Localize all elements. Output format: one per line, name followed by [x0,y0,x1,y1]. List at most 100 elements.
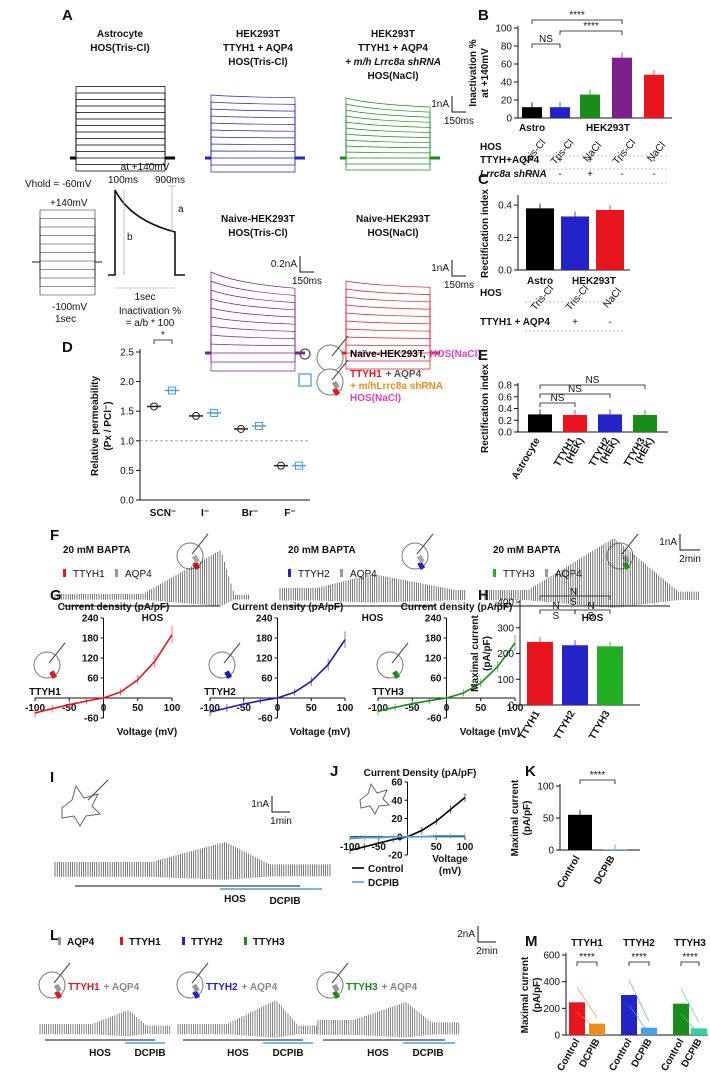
significance-label: S [553,611,560,622]
current-trace [205,157,305,166]
y-tick-label: 100 [495,24,512,35]
scale-current: 1nA [251,799,269,810]
table-cell: Tris-Cl [564,284,591,313]
current-trace [340,312,440,354]
plot-title: Current density (pA/pF) [58,602,170,613]
x-tick-label: 50 [431,842,443,853]
x-axis-label: Voltage (mV) [290,727,350,738]
x-axis-label: Voltage [432,854,468,865]
label-part: + m/hLrrc8a shRNA [350,381,443,392]
significance-label: * [161,330,165,341]
label-part: Naïve-HEK293T, [350,349,426,360]
current-trace [39,1010,171,1037]
bar [528,414,552,432]
y-axis-label: Maximal current [520,956,531,1033]
scale-bar [451,260,466,277]
significance-label: N [570,587,577,598]
significance-bracket [531,19,623,24]
channel-icon [49,670,58,679]
y-tick-label: 80 [501,42,513,53]
current-trace [205,157,305,173]
condition-title: HOS(Tris-Cl) [228,228,287,239]
legend-label: TTYH3 [253,937,285,948]
y-tick-label: 60 [391,778,403,789]
y-tick-label: 120 [256,654,273,665]
x-tick-label: 100 [164,703,181,714]
legend-marker [63,569,66,577]
y-tick-label: 0.8 [498,381,512,392]
y-tick-label: -60 [258,714,273,725]
protocol-step [32,218,102,263]
y-axis-label: Maximal current [470,614,481,691]
series-label: TTYH1 [29,687,61,698]
current-trace [340,115,440,159]
significance-bracket [153,339,173,344]
current-trace [205,352,305,372]
channel-icon [332,387,341,396]
current-trace [205,325,305,354]
current-trace [205,307,305,354]
significance-bracket [539,595,611,600]
y-tick-label: -20 [388,851,403,862]
inactivation-label: = a/b * 100 [126,318,175,329]
condition-title: + m/h Lrrc8a shRNA [345,57,441,68]
significance-label: **** [682,952,698,963]
channel-icon [53,983,62,993]
scale-bar [299,256,314,273]
y-tick-label: 400 [497,598,514,609]
current-trace [205,352,305,363]
y-axis-label: Relative permeability [90,376,101,476]
table-cell: - [652,155,655,166]
condition-label: 20 mM BAPTA [288,545,356,556]
paired-lines [680,988,700,1035]
x-tick-label: 0 [444,703,450,714]
current-trace [205,298,305,354]
y-tick-label: -60 [84,714,99,725]
y-tick-label: -60 [427,714,442,725]
channel-icon [417,561,426,570]
condition-title: Astrocyte [97,29,144,40]
current-trace [205,122,305,159]
channel-icon [224,670,233,679]
scale-time: 150ms [444,116,474,127]
significance-label: N [588,601,595,612]
significance-label: **** [631,952,647,963]
significance-label: NS [551,393,565,404]
significance-label: N [553,601,560,612]
current-trace [70,86,175,159]
significance-label: S [570,597,577,608]
legend-marker [288,569,291,577]
pipette [331,335,349,357]
current-trace [205,136,305,159]
bar [641,1027,657,1035]
panel-letter: L [50,927,59,944]
current-trace [317,1002,460,1038]
cell-icon [176,971,204,999]
x-tick-label: -50 [372,842,387,853]
panel-letter: F [50,527,59,544]
x-tick-label: Control [659,1037,686,1073]
y-tick-label: 180 [256,634,273,645]
bar [526,208,554,270]
y-tick-label: 40 [501,78,513,89]
legend-marker [340,569,343,577]
y-axis-label: Maximal current [510,779,521,856]
current-trace [70,157,175,172]
y-tick-label: 0 [554,1031,560,1042]
group-label: TTYH3 [674,938,706,949]
condition-title: TTYH1 + AQP4 [358,43,428,54]
y-tick-label: 0.0 [498,428,512,439]
significance-bracket [539,393,611,398]
stimulus-label: HOS [362,613,384,624]
pipette [331,359,349,381]
bar [691,1028,707,1035]
table-cell: - [652,169,655,180]
table-cell: - [558,169,561,180]
y-axis-label: Rectification index [480,364,491,453]
label-part: TTYH1 [68,982,100,993]
table-cell: - [530,169,533,180]
y-tick-label: 2.0 [120,377,134,388]
cell-icon [176,542,204,570]
plot-title: Current density (pA/pF) [401,602,513,613]
x-tick-label: Br⁻ [242,508,258,519]
